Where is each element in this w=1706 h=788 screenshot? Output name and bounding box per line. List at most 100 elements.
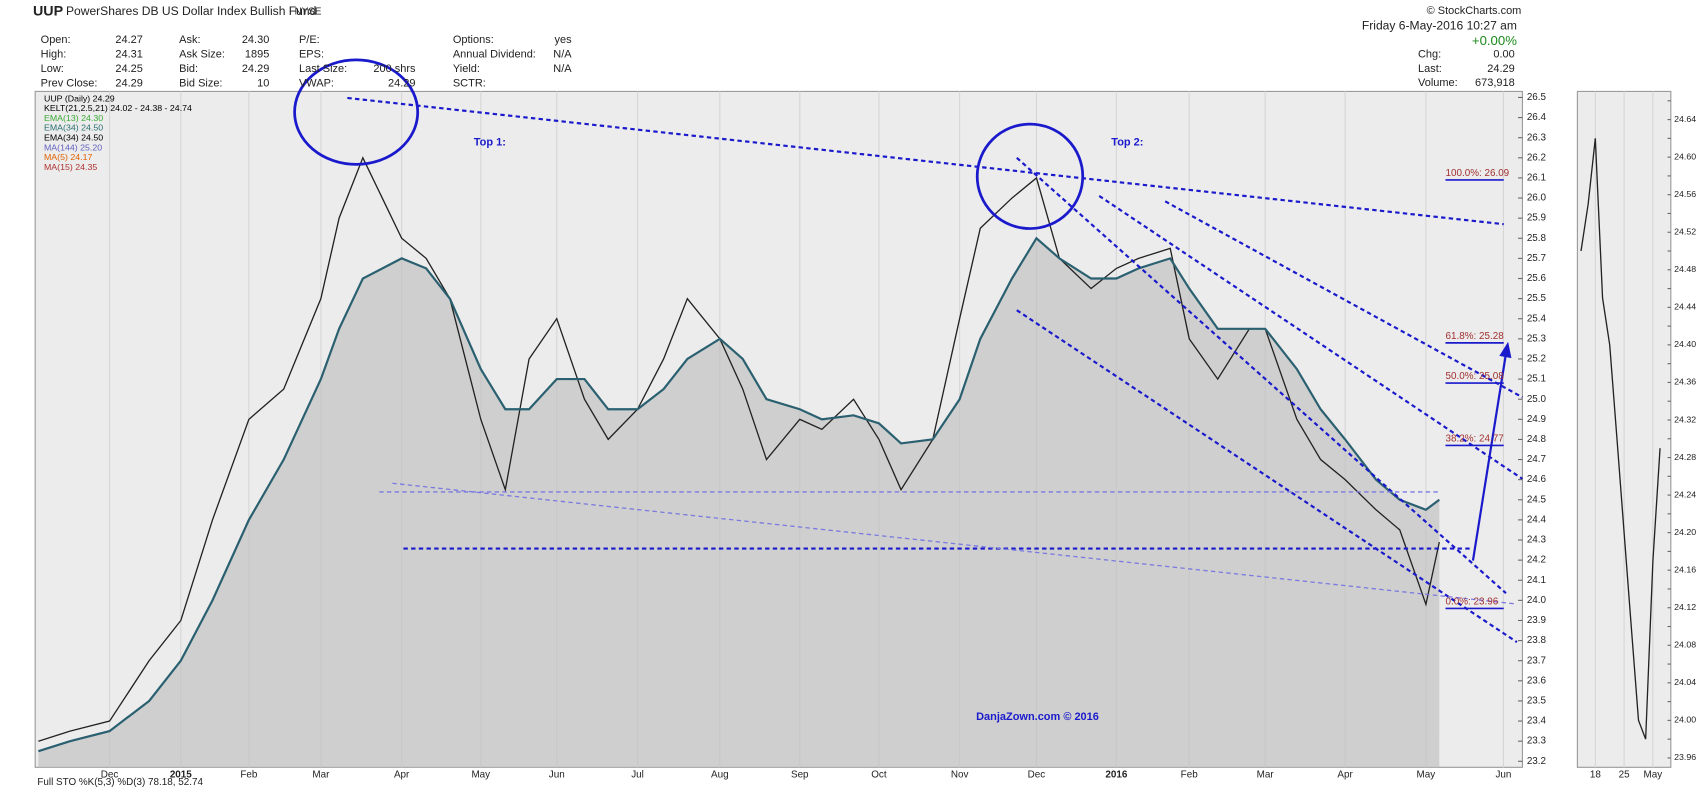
- x-tick-label: Apr: [1337, 770, 1353, 781]
- y-tick-label: 23.6: [1527, 675, 1547, 686]
- arrow: [1471, 353, 1508, 561]
- y-tick-label: 25.4: [1527, 313, 1547, 324]
- stat-value: 200 shrs: [373, 63, 416, 75]
- fund-name: PowerShares DB US Dollar Index Bullish F…: [66, 4, 316, 18]
- x-tick-label: Jul: [631, 770, 644, 781]
- stat-value: 24.29: [115, 78, 142, 90]
- y-tick-label: 25.3: [1527, 333, 1547, 344]
- legend-entry: MA(15) 24.35: [44, 162, 97, 172]
- circle: [293, 58, 420, 166]
- series-line: [38, 236, 1440, 753]
- stat-label: Annual Dividend:: [453, 49, 536, 61]
- annotation: Top 1:: [474, 137, 506, 149]
- stat-label: Ask Size:: [179, 49, 225, 61]
- y-tick-label: 23.5: [1527, 696, 1547, 707]
- indicator-label: Full STO %K(5,3) %D(3) 78.18, 52.74: [37, 777, 203, 788]
- stat-label: P/E:: [299, 34, 320, 46]
- fib-label: 0.0%: 23.96: [1445, 596, 1498, 607]
- circle: [975, 122, 1085, 230]
- legend-entry: UUP (Daily) 24.29: [44, 93, 115, 103]
- x-tick-label: May: [471, 770, 490, 781]
- legend-entry: KELT(21,2.5,21) 24.02 - 24.38 - 24.74: [44, 103, 192, 113]
- y-tick-label: 24.4: [1527, 515, 1547, 526]
- x-tick-label: Jun: [1495, 770, 1511, 781]
- y-tick-label: 24.9: [1527, 414, 1546, 425]
- y-tick-label: 23.3: [1527, 736, 1547, 747]
- y-tick-label: 26.2: [1527, 152, 1546, 163]
- trend-line: [1164, 200, 1523, 399]
- stat-label: Low:: [41, 63, 64, 75]
- y-tick-label: 24.64: [1674, 114, 1696, 124]
- stat-label: Bid Size:: [179, 78, 222, 90]
- y-tick-label: 24.32: [1674, 414, 1696, 424]
- y-tick-label: 26.5: [1527, 92, 1547, 103]
- y-tick-label: 24.1: [1527, 575, 1546, 586]
- stat-label: VWAP:: [299, 78, 334, 90]
- y-tick-label: 24.24: [1674, 489, 1696, 499]
- date: Friday 6-May-2016 10:27 am: [1362, 18, 1517, 32]
- y-tick-label: 23.7: [1527, 655, 1546, 666]
- y-tick-label: 24.2: [1527, 555, 1546, 566]
- annotation: Top 2:: [1111, 137, 1143, 149]
- x-tick-label: Feb: [1181, 770, 1199, 781]
- stat-label: Last:: [1418, 63, 1442, 75]
- trend-lines: [347, 96, 1524, 644]
- y-tick-label: 24.40: [1674, 339, 1696, 349]
- stat-value: 10: [257, 78, 269, 90]
- y-tick-label: 25.1: [1527, 374, 1546, 385]
- y-tick-label: 25.8: [1527, 233, 1547, 244]
- exchange: NYSE: [295, 7, 322, 18]
- x-tick-label: Apr: [394, 770, 410, 781]
- trend-line: [1098, 195, 1524, 480]
- trend-line: [347, 96, 1504, 226]
- trend-line: [1016, 309, 1518, 644]
- fib-label: 38.2%: 24.77: [1445, 434, 1503, 445]
- y-tick-label: 24.52: [1674, 227, 1696, 237]
- y-tick-label: 23.4: [1527, 716, 1547, 727]
- x-tick-label: Jun: [549, 770, 565, 781]
- y-tick-label: 23.9: [1527, 615, 1546, 626]
- trend-line: [1016, 157, 1507, 594]
- x-tick-label: Sep: [791, 770, 809, 781]
- arrow-head: [1499, 341, 1512, 359]
- y-tick-label: 24.48: [1674, 264, 1696, 274]
- y-tick-label: 24.28: [1674, 452, 1696, 462]
- series-line: [38, 156, 1440, 742]
- y-tick-label: 24.56: [1674, 189, 1696, 199]
- y-tick-label: 25.9: [1527, 213, 1546, 224]
- legend-entry: MA(144) 25.20: [44, 142, 102, 152]
- stat-label: SCTR:: [453, 78, 486, 90]
- stat-label: Last Size:: [299, 63, 347, 75]
- stat-value: N/A: [553, 63, 572, 75]
- y-tick-label: 23.8: [1527, 635, 1547, 646]
- stat-value: 24.29: [388, 78, 415, 90]
- stat-label: Bid:: [179, 63, 198, 75]
- y-tick-label: 23.2: [1527, 756, 1546, 767]
- stat-value: 24.25: [115, 63, 142, 75]
- y-tick-label: 24.36: [1674, 377, 1696, 387]
- trend-line: [392, 482, 1518, 605]
- stat-label: Options:: [453, 34, 494, 46]
- y-tick-label: 24.44: [1674, 302, 1696, 312]
- stat-label: Yield:: [453, 63, 480, 75]
- stat-label: EPS:: [299, 49, 324, 61]
- stat-label: Open:: [41, 34, 71, 46]
- stat-label: Prev Close:: [41, 78, 98, 90]
- x-tick-label: Oct: [871, 770, 887, 781]
- x-tick-label: May: [1417, 770, 1436, 781]
- y-tick-label: 24.7: [1527, 454, 1546, 465]
- y-tick-label: 25.7: [1527, 253, 1546, 264]
- y-tick-label: 24.0: [1527, 595, 1547, 606]
- y-tick-label: 24.3: [1527, 535, 1547, 546]
- mini-line: [1580, 138, 1661, 740]
- x-tick-label: 2016: [1105, 770, 1128, 781]
- stat-value: 24.27: [115, 34, 142, 46]
- y-tick-label: 23.96: [1674, 752, 1696, 762]
- legend-entry: EMA(34) 24.50: [44, 133, 103, 143]
- y-tick-label: 25.5: [1527, 293, 1547, 304]
- y-tick-label: 26.0: [1527, 193, 1547, 204]
- y-tick-label: 24.8: [1527, 434, 1547, 445]
- y-tick-label: 24.16: [1674, 565, 1696, 575]
- y-tick-label: 24.12: [1674, 602, 1696, 612]
- fib-label: 50.0%: 25.08: [1445, 371, 1504, 382]
